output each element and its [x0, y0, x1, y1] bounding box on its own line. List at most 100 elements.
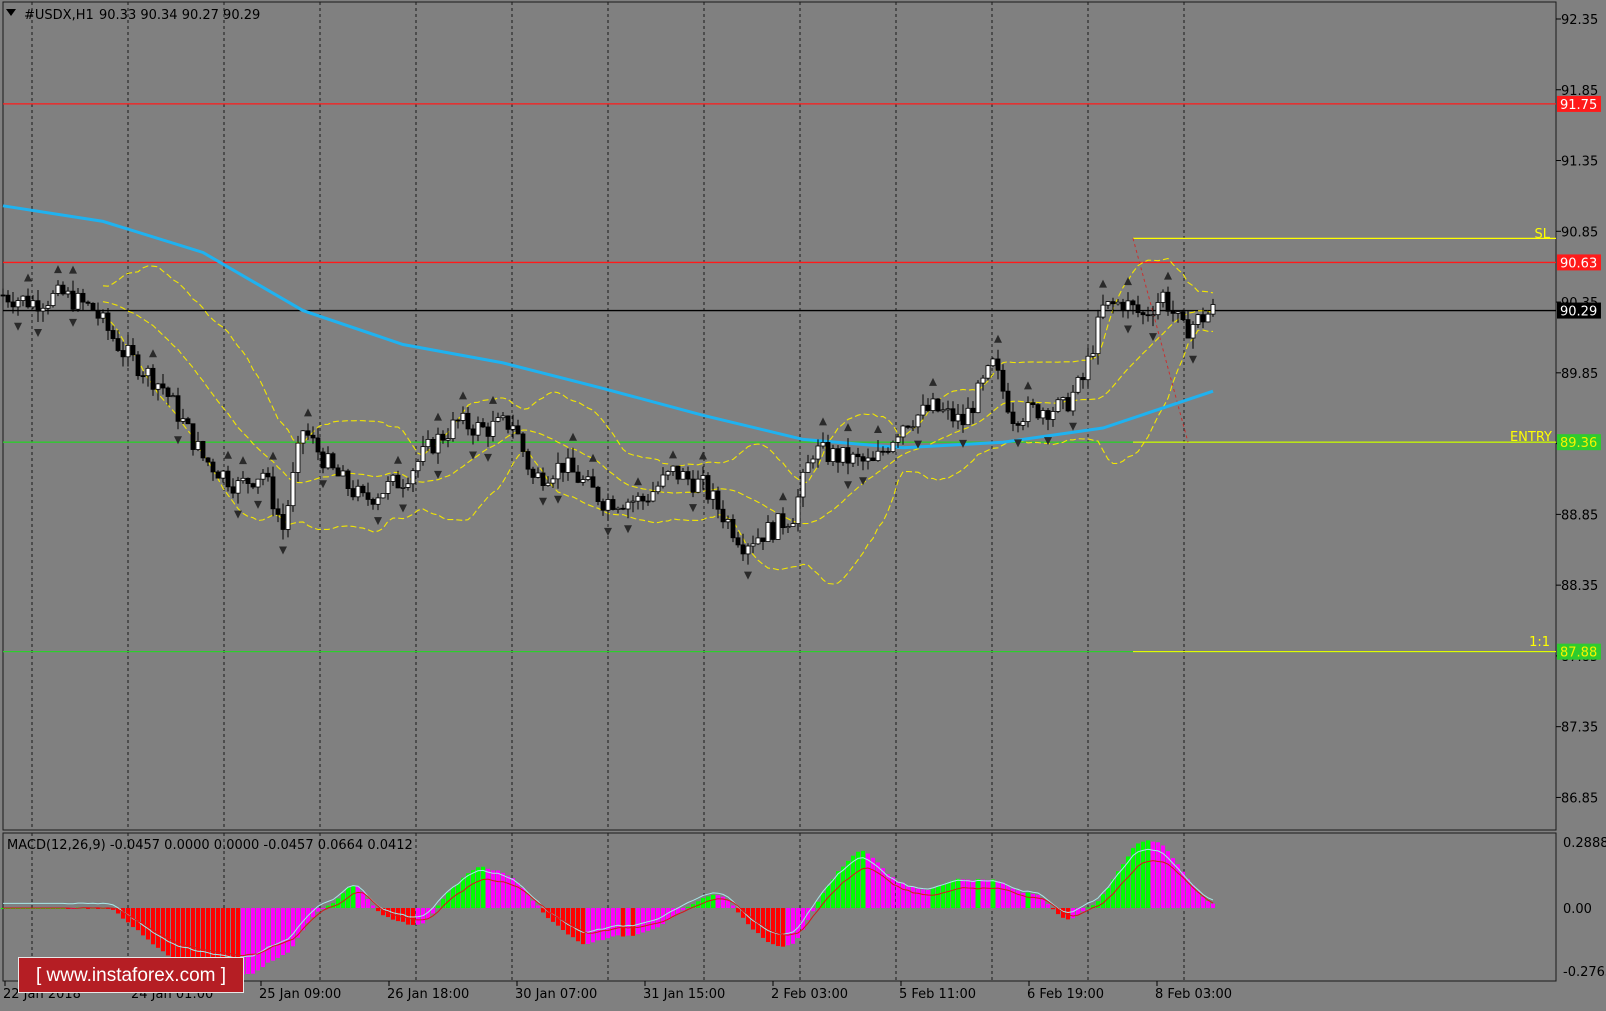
- fractal-down-icon: [69, 318, 77, 327]
- macd-histogram-bar: [1081, 908, 1085, 912]
- macd-histogram-bar: [656, 908, 660, 928]
- price-tag-box: [1557, 254, 1601, 271]
- candle-body: [40, 307, 46, 312]
- candle-body: [120, 350, 126, 358]
- vertical-grid: [31, 2, 1185, 981]
- macd-histogram-bar: [981, 879, 985, 908]
- candle-body: [225, 470, 231, 488]
- macd-histogram-bar: [911, 887, 915, 908]
- macd-histogram-bar: [156, 908, 160, 948]
- candle-body: [1105, 301, 1111, 306]
- instaforex-watermark[interactable]: [ www.instaforex.com ]: [18, 957, 244, 993]
- candle-body: [380, 493, 386, 499]
- candle-body: [360, 485, 366, 494]
- candle-body: [910, 426, 916, 429]
- candle-body: [205, 457, 211, 463]
- macd-histogram-bar: [326, 905, 330, 908]
- macd-histogram-bar: [641, 908, 645, 933]
- macd-histogram-bar: [476, 867, 480, 908]
- candle-body: [275, 508, 281, 515]
- macd-histogram-bar: [321, 908, 325, 909]
- candle-body: [610, 499, 616, 510]
- fractal-down-icon: [539, 497, 547, 506]
- macd-histogram-bar: [276, 908, 280, 958]
- macd-histogram-bar: [381, 908, 385, 916]
- macd-histogram-bar: [916, 888, 920, 908]
- fractal-up-icon: [1099, 279, 1107, 288]
- candle-body: [710, 490, 716, 500]
- dropdown-triangle-icon[interactable]: [6, 9, 16, 16]
- macd-histogram-bar: [991, 879, 995, 908]
- candle-body: [115, 338, 121, 351]
- candle-body: [35, 300, 41, 312]
- fractal-down-icon: [914, 440, 922, 449]
- candle-body: [425, 438, 431, 448]
- candle-body: [230, 486, 236, 494]
- macd-label: MACD(12,26,9) -0.0457 0.0000 0.0000 -0.0…: [7, 838, 413, 853]
- candle-body: [420, 446, 426, 462]
- candle-body: [890, 441, 896, 452]
- macd-histogram-bar: [836, 871, 840, 908]
- macd-histogram-bar: [471, 870, 475, 908]
- fractal-up-icon: [844, 423, 852, 432]
- candle-body: [1120, 301, 1126, 311]
- macd-histogram-bar: [831, 879, 835, 908]
- fractal-down-icon: [434, 470, 442, 479]
- macd-histogram-bar: [1006, 885, 1010, 908]
- candle-body: [1035, 404, 1041, 419]
- fractal-up-icon: [269, 451, 277, 460]
- macd-histogram-bar: [1056, 908, 1060, 915]
- macd-histogram-bar: [216, 908, 220, 972]
- macd-histogram-bar: [331, 903, 335, 908]
- candle-body: [55, 284, 61, 294]
- candle-body: [15, 300, 21, 308]
- fractal-down-icon: [959, 439, 967, 448]
- macd-histogram-bar: [931, 888, 935, 908]
- macd-histogram-bar: [1066, 908, 1070, 920]
- candle-body: [515, 425, 521, 435]
- candle-body: [130, 345, 136, 356]
- macd-histogram-bar: [531, 900, 535, 908]
- macd-histogram-bar: [896, 881, 900, 908]
- candle-body: [500, 415, 506, 419]
- candle-body: [140, 375, 146, 378]
- candle-body: [1100, 304, 1106, 318]
- macd-histogram-bar: [441, 898, 445, 908]
- moving-average-200: [2, 204, 1214, 450]
- macd-histogram-bar: [106, 908, 110, 909]
- fractal-up-icon: [459, 391, 467, 400]
- price-tags: 91.75 90.63 90.29 89.36 87.88: [1557, 95, 1601, 661]
- candle-body: [85, 301, 91, 304]
- macd-histogram-bar: [886, 874, 890, 908]
- macd-histogram-bar: [171, 908, 175, 959]
- macd-histogram-bar: [926, 889, 930, 908]
- candle-body: [865, 457, 871, 462]
- ratio-label: 1:1: [1529, 635, 1550, 650]
- candle-body: [495, 417, 501, 422]
- horizontal-levels: [3, 103, 1556, 653]
- candle-body: [150, 367, 156, 390]
- candle-body: [655, 485, 661, 493]
- macd-histogram-bar: [646, 908, 650, 931]
- candle-body: [740, 544, 746, 555]
- candle-body: [5, 294, 11, 303]
- candle-body: [65, 290, 71, 295]
- candle-body: [825, 442, 831, 462]
- macd-histogram-bar: [621, 908, 625, 937]
- candle-body: [350, 488, 356, 498]
- macd-histogram-bar: [116, 908, 120, 914]
- macd-histogram-bar: [1096, 901, 1100, 908]
- candle-body: [315, 437, 321, 453]
- time-label: 25 Jan 09:00: [259, 987, 341, 1002]
- macd-histogram-bar: [431, 908, 435, 914]
- fractal-down-icon: [279, 546, 287, 555]
- macd-histogram-bar: [466, 873, 470, 908]
- macd-histogram-bar: [616, 908, 620, 936]
- fractal-up-icon: [489, 395, 497, 404]
- candle-body: [550, 478, 556, 484]
- macd-histogram-bar: [946, 882, 950, 908]
- macd-histogram-bar: [691, 904, 695, 908]
- candle-body: [1190, 324, 1196, 339]
- candle-body: [670, 465, 676, 472]
